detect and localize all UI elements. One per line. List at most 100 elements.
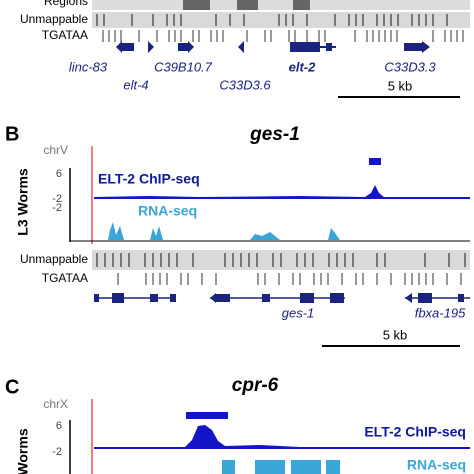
tick [240,253,242,267]
tick [372,30,374,42]
tick [166,14,168,26]
tick [285,14,287,26]
chip-label: ELT-2 ChIP-seq [364,424,466,440]
side-label: Worms [15,428,31,474]
region-block [293,0,310,10]
tick [288,30,290,42]
tick [215,14,217,26]
tick [384,30,386,42]
tick [425,273,427,285]
tick [192,253,194,267]
rna-label: RNA-seq [138,203,197,219]
tick [304,253,306,267]
tick [216,30,218,42]
tick [296,253,298,267]
tick [462,30,464,42]
rna-signal [108,222,340,240]
tick [222,30,224,42]
tick [96,14,98,26]
gene-label: C33D3.3 [384,59,436,74]
tick [272,253,274,267]
tick [378,30,380,42]
tick [152,273,154,285]
tick [404,273,406,285]
tick [229,14,231,26]
tick [327,273,329,285]
track-label: Unmappable [20,252,88,266]
motif-ticks [102,30,464,42]
tick [180,273,182,285]
tick [168,253,170,267]
tick [201,273,203,285]
gene-label: C33D3.6 [219,77,271,92]
tick [390,14,392,26]
chip-peak-region [369,158,381,165]
gene-label: elt-4 [123,77,148,92]
tick [112,253,114,267]
tick [152,253,154,267]
tick [334,14,336,26]
y-tick-label: 6 [56,420,62,432]
unmappable-track [92,12,470,28]
tick [446,273,448,285]
tick [320,273,322,285]
tick [160,253,162,267]
tick [328,253,330,267]
tick [292,273,294,285]
tick [224,253,226,267]
tick [176,253,178,267]
gene-label: linc-83 [69,59,108,74]
tick [168,30,170,42]
chip-label: ELT-2 ChIP-seq [98,171,200,187]
tick [446,14,448,26]
tick [411,273,413,285]
tick [248,253,250,267]
gene-label: elt-2 [289,59,317,74]
tick [299,273,301,285]
y-tick-label: -2 [52,193,62,205]
tick [324,30,326,42]
tick [156,30,158,42]
tick [278,14,280,26]
track-label: TGATAA [42,28,88,42]
tick [376,14,378,26]
tick [166,273,168,285]
tick [313,273,315,285]
tick [152,14,154,26]
tick [341,273,343,285]
tick [432,14,434,26]
unmappable-ticks [96,14,448,26]
tick [376,273,378,285]
tick [444,30,446,42]
tick [456,30,458,42]
tick [432,273,434,285]
tick [411,14,413,26]
tick [145,273,147,285]
tick [397,14,399,26]
track-label: Unmappable [20,12,88,26]
tick [104,253,106,267]
chip-signal [94,185,470,199]
tick [306,14,308,26]
tick [243,14,245,26]
tick [390,273,392,285]
panel-letter: B [5,123,19,145]
tick [102,30,104,42]
tick [294,30,296,42]
tick [138,30,140,42]
tick [173,14,175,26]
tick [210,30,212,42]
scale-label: 5 kb [383,327,408,342]
tick [180,30,182,42]
y-tick-label: -2 [52,202,62,214]
tick [108,30,110,42]
tick [383,14,385,26]
tick [344,253,346,267]
tick [418,14,420,26]
tick [187,273,189,285]
tick [128,253,130,267]
rna-signal [222,460,340,474]
chip-peak-region [186,412,228,419]
tick [355,14,357,26]
